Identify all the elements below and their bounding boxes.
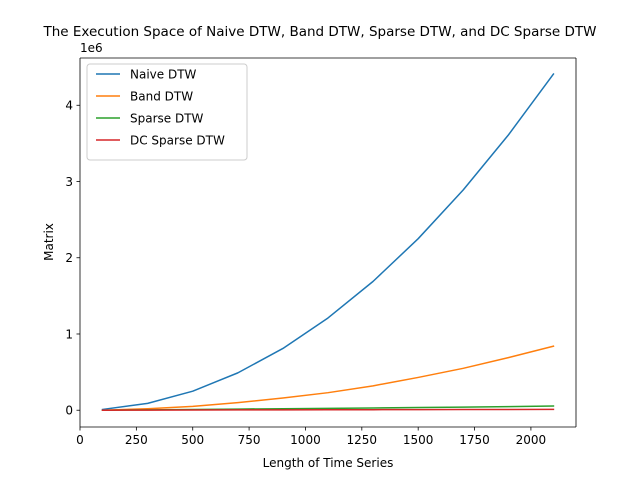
- x-tick-label: 1750: [459, 433, 490, 447]
- ticks-layer: 0 250 500 750 1000 1250 1500 1750 2000 0 1 2 3 4: [65, 99, 546, 447]
- legend-label: DC Sparse DTW: [130, 133, 225, 147]
- x-tick-label: 1500: [403, 433, 434, 447]
- x-tick-label: 1250: [347, 433, 378, 447]
- y-axis-label: Matrix: [42, 223, 56, 261]
- legend-label: Sparse DTW: [130, 111, 204, 125]
- series-line-1: [101, 72, 555, 411]
- x-tick-label: 500: [181, 433, 204, 447]
- series-line-2: [101, 345, 555, 412]
- x-tick-label: 1000: [290, 433, 321, 447]
- axes-layer: [79, 57, 577, 428]
- x-tick-label: 750: [238, 433, 261, 447]
- legend-label: Naive DTW: [130, 67, 197, 81]
- x-tick-label: 0: [76, 433, 84, 447]
- series-layer: [101, 72, 555, 412]
- x-axis-label: Length of Time Series: [263, 456, 394, 470]
- legend-label: Band DTW: [130, 89, 193, 103]
- chart-title: The Execution Space of Naive DTW, Band D…: [42, 24, 596, 40]
- y-tick-label: 1: [65, 327, 73, 341]
- x-tick-label: 250: [125, 433, 148, 447]
- legend-frame: [86, 63, 248, 161]
- y-axis-offset-label: 1e6: [80, 41, 103, 55]
- y-tick-label: 4: [65, 99, 73, 113]
- legend: Naive DTW Band DTW Sparse DTW DC Sparse DTW: [86, 63, 248, 161]
- series-line-4: [101, 408, 555, 411]
- y-tick-label: 3: [65, 175, 73, 189]
- x-tick-label: 2000: [516, 433, 547, 447]
- y-tick-label: 0: [65, 404, 73, 418]
- y-tick-label: 2: [65, 251, 73, 265]
